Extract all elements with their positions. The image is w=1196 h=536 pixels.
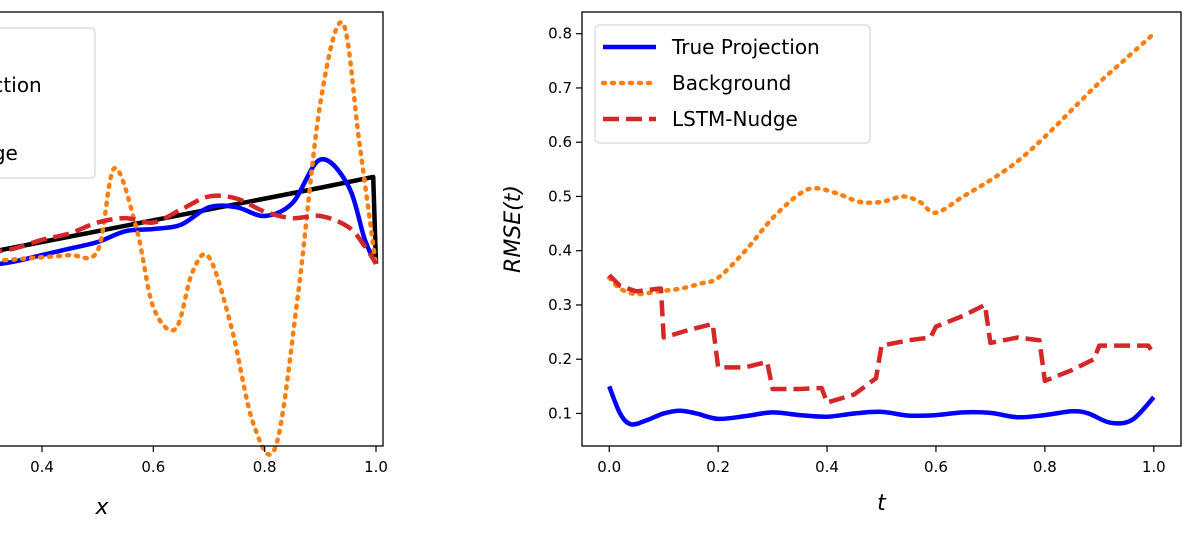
right-legend: True Projection Background LSTM-Nudge (594, 24, 871, 144)
right-y-ticks: 0.1 0.2 0.3 0.4 0.5 0.6 0.7 0.8 (548, 25, 582, 422)
left-legend-box (0, 27, 96, 179)
left-x-tick-label: 0.8 (253, 458, 277, 476)
right-y-tick-label: 0.6 (548, 133, 572, 151)
right-x-ticks: 0.0 0.2 0.4 0.6 0.8 1.0 (597, 446, 1166, 476)
right-series-line-0 (607, 385, 1156, 427)
right-y-axis-label: RMSE(t) (501, 185, 526, 273)
left-series-line-3 (0, 193, 378, 265)
right-chart: 0.0 0.2 0.4 0.6 0.8 1.0 0.1 0.2 0.3 0.4 0.5 0.6 0.7… (501, 11, 1182, 516)
left-x-tick-label: 0.4 (30, 458, 54, 476)
right-x-tick-label: 0.2 (706, 458, 730, 476)
right-axes-frame (581, 11, 1182, 447)
left-series-line-2 (0, 20, 379, 457)
right-y-tick-label: 0.7 (548, 79, 572, 97)
right-legend-box (594, 24, 871, 144)
right-x-tick-label: 0.6 (924, 458, 948, 476)
right-x-tick-label: 0.8 (1033, 458, 1057, 476)
right-series-line-2 (607, 273, 1156, 405)
right-legend-label: True Projection (671, 35, 820, 59)
left-series-line-1 (0, 157, 379, 267)
right-y-tick-label: 0.4 (548, 242, 572, 260)
right-x-tick-label: 1.0 (1142, 458, 1166, 476)
right-y-tick-label: 0.5 (548, 187, 572, 205)
left-series-line-0 (0, 174, 379, 264)
right-x-axis-label: t (877, 491, 887, 516)
left-chart: 0.4 0.6 0.8 1.0 x True Projection Background… (0, 11, 388, 520)
right-legend-label: Background (672, 71, 791, 95)
left-x-axis-label: x (94, 495, 109, 520)
right-series-group (606, 31, 1157, 427)
right-legend-label: LSTM-Nudge (672, 107, 798, 131)
right-y-tick-label: 0.8 (548, 25, 572, 43)
right-y-tick-label: 0.2 (548, 350, 572, 368)
right-y-tick-label: 0.1 (548, 404, 572, 422)
left-x-tick-label: 0.6 (141, 458, 165, 476)
right-x-tick-label: 0.0 (597, 458, 621, 476)
right-y-tick-label: 0.3 (548, 296, 572, 314)
right-x-tick-label: 0.4 (815, 458, 839, 476)
left-legend-label: True Projection (0, 73, 42, 97)
left-x-ticks: 0.4 0.6 0.8 1.0 (30, 446, 388, 476)
left-x-tick-label: 1.0 (364, 458, 388, 476)
right-series-line-1 (606, 31, 1157, 297)
left-series-group (0, 20, 379, 457)
left-legend: True Projection Background LSTM-Nudge (0, 27, 96, 179)
left-legend-label: LSTM-Nudge (0, 141, 18, 165)
left-axes-frame (0, 11, 384, 447)
left-legend-label: Background (0, 107, 1, 131)
